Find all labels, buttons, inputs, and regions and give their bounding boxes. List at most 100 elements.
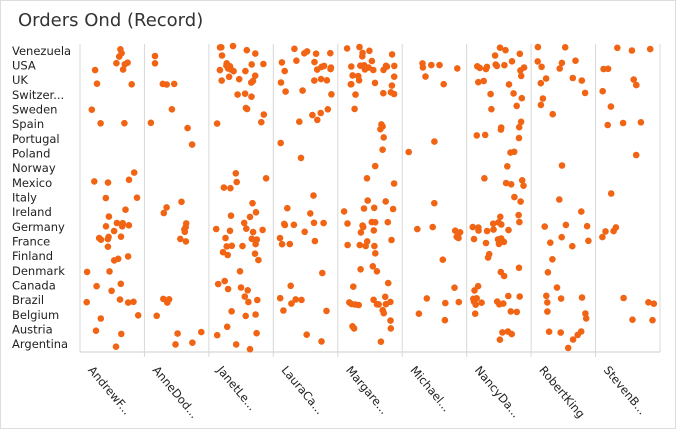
record-dot [633, 81, 640, 89]
record-dot [350, 325, 358, 332]
record-dot [470, 235, 478, 243]
record-dot [348, 63, 355, 70]
record-dot [423, 295, 431, 302]
record-dot [360, 62, 368, 69]
record-dot [344, 220, 351, 227]
record-dot [252, 50, 259, 57]
record-dot [511, 193, 518, 201]
record-dot [505, 292, 512, 300]
record-dot [223, 243, 230, 250]
y-tick-label: Austria [12, 323, 53, 337]
record-dot [455, 234, 462, 242]
y-tick-label: Belgium [12, 308, 59, 322]
record-dot [419, 60, 426, 67]
record-dot [355, 301, 363, 309]
record-dot [451, 284, 458, 292]
record-dot [122, 206, 129, 213]
record-dot [118, 49, 125, 57]
record-dot [431, 138, 438, 145]
record-dot [370, 204, 378, 212]
record-dot [216, 66, 224, 74]
record-dot [482, 239, 490, 247]
record-dot [578, 208, 585, 215]
y-tick-label: Finland [12, 249, 53, 263]
record-dot [508, 330, 515, 338]
record-dot [507, 181, 515, 188]
record-dot [359, 222, 366, 229]
record-dot [160, 295, 167, 303]
record-dot [516, 293, 523, 300]
record-dot [387, 298, 394, 306]
record-dot [516, 50, 524, 58]
record-dot [281, 67, 289, 75]
record-dot [553, 284, 561, 291]
record-dot [241, 90, 249, 97]
record-dot [585, 237, 592, 245]
record-dot [168, 106, 176, 113]
chart-title: Orders Ond (Record) [18, 10, 203, 31]
y-tick-label: Switzer... [12, 88, 64, 102]
record-dot [223, 323, 231, 331]
record-dot [599, 233, 606, 241]
record-dot [360, 205, 368, 212]
record-dot [124, 253, 132, 260]
y-tick-label: Germany [12, 220, 65, 234]
record-dot [226, 63, 234, 70]
record-dot [165, 296, 173, 303]
record-dot [260, 60, 267, 68]
record-dot [290, 221, 298, 229]
record-dot [97, 120, 104, 127]
record-dot [277, 79, 285, 86]
record-dot [390, 180, 398, 187]
record-dot [318, 338, 325, 345]
record-dot [619, 119, 627, 127]
record-dot [581, 89, 589, 97]
record-dot [97, 315, 105, 322]
record-dot [151, 52, 159, 60]
record-dot [311, 77, 318, 84]
record-dot [350, 283, 357, 291]
record-dot [582, 315, 590, 322]
record-dot [380, 309, 388, 317]
record-dot [414, 225, 421, 233]
record-dot [253, 296, 261, 304]
record-dot [258, 118, 265, 126]
record-dot [604, 65, 612, 73]
record-dot [483, 63, 491, 71]
record-dot [102, 223, 110, 230]
record-dot [130, 169, 138, 176]
record-dot [470, 298, 478, 305]
record-dot [380, 89, 387, 97]
record-dot [92, 327, 100, 335]
record-dot [121, 119, 128, 127]
record-dot [440, 80, 448, 88]
record-dot [564, 344, 572, 352]
record-dot [106, 268, 113, 275]
record-dot [569, 242, 576, 250]
record-dot [561, 44, 569, 51]
record-dot [225, 73, 233, 81]
record-dot [276, 294, 284, 302]
record-dot [547, 239, 554, 246]
record-dot [370, 66, 377, 74]
record-dot [284, 204, 291, 212]
record-dot [515, 134, 523, 142]
record-dot [558, 233, 565, 241]
record-dot [235, 75, 243, 83]
record-dot [212, 225, 220, 233]
record-dot [226, 227, 234, 235]
record-dot [242, 67, 249, 75]
y-tick-label: Brazil [12, 293, 44, 307]
record-dot [441, 316, 449, 324]
record-dot [104, 179, 112, 186]
record-dot [515, 211, 522, 219]
record-dot [356, 241, 364, 249]
record-dot [607, 103, 615, 110]
record-dot [317, 75, 325, 83]
record-dot [181, 228, 189, 236]
record-dot [637, 119, 645, 126]
record-dot [620, 294, 627, 302]
record-dot [287, 282, 295, 290]
record-dot [97, 236, 105, 243]
